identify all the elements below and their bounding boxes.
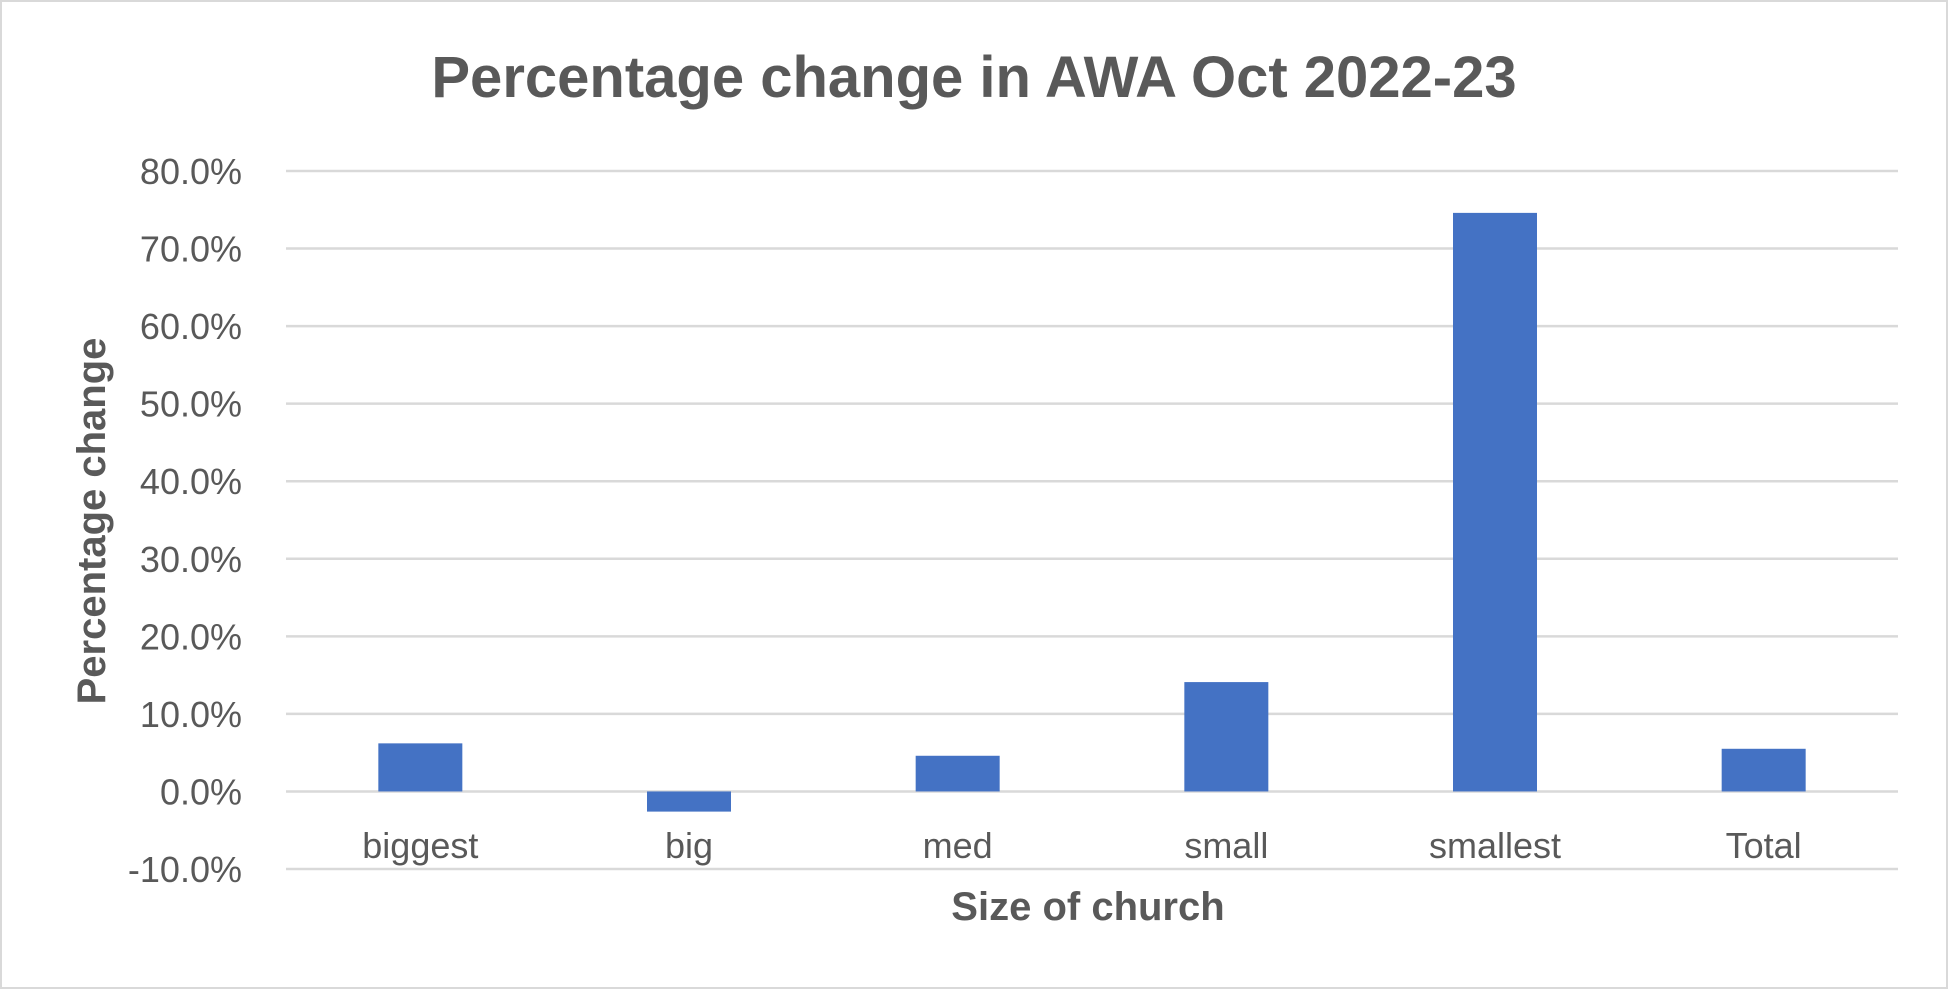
y-tick-label: 70.0%	[140, 229, 242, 270]
bar-med	[915, 755, 1000, 792]
y-tick-label: 30.0%	[140, 539, 242, 580]
x-tick-label: biggest	[362, 825, 478, 866]
bar-small	[1184, 682, 1269, 792]
y-tick-label: -10.0%	[128, 849, 242, 890]
y-tick-label: 80.0%	[140, 151, 242, 192]
y-tick-label: 10.0%	[140, 694, 242, 735]
bar-total	[1721, 748, 1806, 792]
x-axis-title: Size of church	[951, 885, 1224, 929]
y-tick-label: 40.0%	[140, 461, 242, 502]
y-tick-label: 60.0%	[140, 306, 242, 347]
y-tick-label: 0.0%	[160, 771, 242, 812]
y-axis-tick-labels: -10.0% 0.0% 10.0% 20.0% 30.0% 40.0% 50.0% 60.0%…	[128, 151, 242, 890]
y-tick-label: 20.0%	[140, 616, 242, 657]
bar-biggest	[378, 743, 463, 792]
bar-smallest	[1453, 212, 1537, 792]
x-tick-label: big	[665, 825, 713, 866]
gridlines	[286, 169, 1898, 871]
x-axis-tick-labels: biggest big med small smallest Total	[362, 825, 1801, 866]
x-tick-label: small	[1184, 825, 1268, 866]
y-axis-title: Percentage change	[70, 338, 114, 705]
y-tick-label: 50.0%	[140, 384, 242, 425]
x-tick-label: Total	[1726, 825, 1802, 866]
x-tick-label: smallest	[1429, 825, 1561, 866]
chart-title: Percentage change in AWA Oct 2022-23	[431, 45, 1516, 110]
bar-big	[647, 791, 731, 812]
bars	[378, 212, 1806, 812]
x-tick-label: med	[923, 825, 993, 866]
